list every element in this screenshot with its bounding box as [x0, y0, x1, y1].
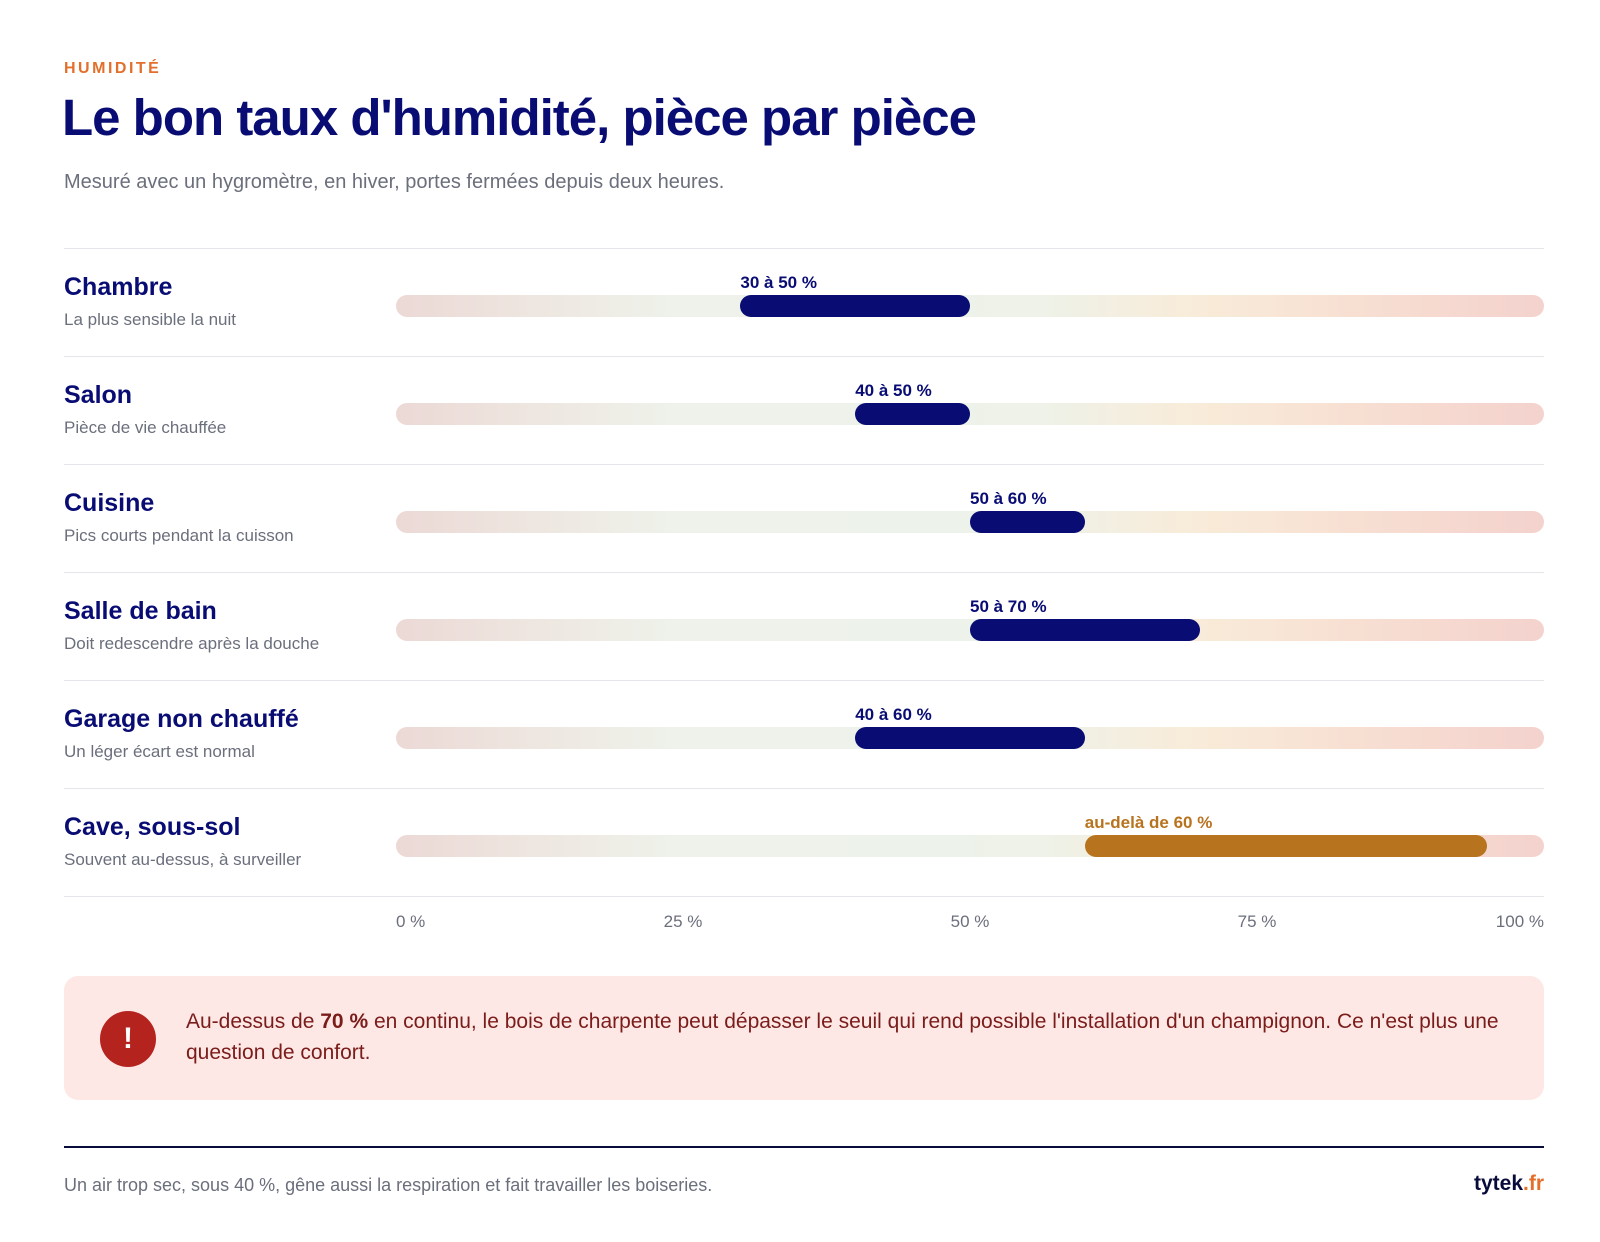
- exclamation-icon: !: [100, 1011, 156, 1067]
- warning-text: Au-dessus de 70 % en continu, le bois de…: [186, 1006, 1516, 1068]
- room-name: Chambre: [64, 273, 173, 301]
- warning-text-before: Au-dessus de: [186, 1010, 321, 1033]
- humidity-range-bar: [1084, 835, 1487, 857]
- chart-row: Garage non chauffé Un léger écart est nor…: [64, 680, 1544, 788]
- humidity-scale-track: [396, 403, 1544, 425]
- row-divider: [64, 356, 1544, 357]
- chart-row: Salon Pièce de vie chauffée 40 à 50 %: [64, 356, 1544, 464]
- room-note: Un léger écart est normal: [64, 742, 255, 761]
- room-name: Garage non chauffé: [64, 705, 299, 733]
- room-name: Salle de bain: [64, 597, 217, 625]
- room-note: Pièce de vie chauffée: [64, 418, 227, 437]
- room-name: Cuisine: [64, 489, 155, 517]
- chart-top-divider: [64, 248, 1544, 249]
- range-label: 50 à 60 %: [970, 489, 1047, 508]
- humidity-range-bar: [740, 295, 970, 317]
- x-tick-label: 0 %: [396, 912, 426, 931]
- room-name: Salon: [64, 381, 133, 409]
- x-tick-label: 25 %: [663, 912, 703, 931]
- warning-text-after: en continu, le bois de charpente peut dé…: [186, 1010, 1499, 1064]
- humidity-range-bar: [970, 511, 1085, 533]
- row-divider: [64, 680, 1544, 681]
- row-divider: [64, 788, 1544, 789]
- room-note: Souvent au-dessus, à surveiller: [64, 850, 302, 869]
- room-name: Cave, sous-sol: [64, 813, 241, 841]
- room-note: La plus sensible la nuit: [64, 310, 237, 329]
- chart-row: Chambre La plus sensible la nuit 30 à 50 %: [64, 248, 1544, 356]
- page-title: Le bon taux d'humidité, pièce par pièce: [62, 89, 977, 146]
- warning-callout: ! Au-dessus de 70 % en continu, le bois …: [64, 976, 1544, 1100]
- range-label: 40 à 50 %: [855, 381, 932, 400]
- page-subtitle: Mesuré avec un hygromètre, en hiver, por…: [64, 171, 725, 193]
- chart-row: Cuisine Pics courts pendant la cuisson 50 …: [64, 464, 1544, 572]
- range-label: 50 à 70 %: [970, 597, 1047, 616]
- x-tick-label: 100 %: [1495, 912, 1544, 931]
- warning-threshold: 70 %: [320, 1010, 369, 1033]
- range-label: 40 à 60 %: [855, 705, 932, 724]
- room-note: Pics courts pendant la cuisson: [64, 526, 294, 545]
- row-divider: [64, 572, 1544, 573]
- range-label: 30 à 50 %: [740, 273, 817, 292]
- humidity-range-bar: [970, 619, 1200, 641]
- humidity-range-bar: [855, 403, 970, 425]
- humidity-scale-track: [396, 295, 1544, 317]
- section-kicker: HUMIDITÉ: [64, 60, 162, 77]
- brand-tld: .fr: [1523, 1172, 1544, 1195]
- x-tick-label: 75 %: [1237, 912, 1277, 931]
- humidity-range-bar: [855, 727, 1085, 749]
- brand-logo[interactable]: tytek.fr: [1474, 1172, 1544, 1196]
- range-label: au-delà de 60 %: [1084, 813, 1213, 832]
- chart-row: Cave, sous-sol Souvent au-dessus, à surve…: [64, 788, 1544, 896]
- row-divider: [64, 896, 1544, 897]
- brand-name: tytek: [1473, 1172, 1523, 1195]
- chart-row: Salle de bain Doit redescendre après la d…: [64, 572, 1544, 680]
- x-tick-label: 50 %: [950, 912, 990, 931]
- row-divider: [64, 464, 1544, 465]
- room-note: Doit redescendre après la douche: [64, 634, 320, 653]
- footer-divider: [64, 1146, 1544, 1148]
- footer-note: Un air trop sec, sous 40 %, gêne aussi l…: [64, 1175, 713, 1195]
